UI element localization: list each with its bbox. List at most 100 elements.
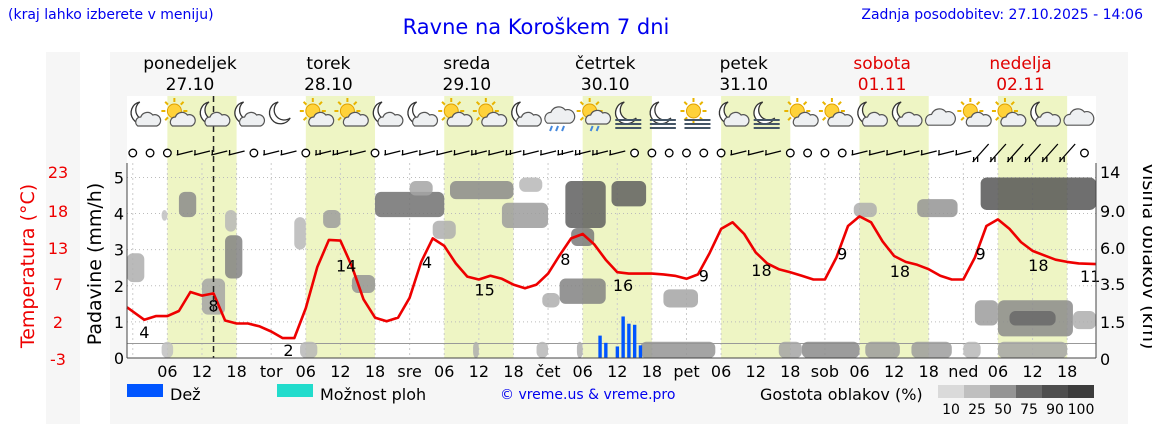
x-axis-tick-label: tor [260, 362, 283, 381]
x-axis-tick-label: 12 [330, 362, 350, 381]
wind-barb [176, 150, 193, 156]
wind-barb [384, 150, 401, 156]
wind-barb [885, 150, 903, 156]
moon-cloud-icon [234, 101, 266, 127]
temperature-axis-tick: 2 [53, 313, 63, 332]
x-axis-tick-label: 12 [1022, 362, 1042, 381]
cloud-icon [924, 108, 956, 126]
x-axis-tick-label: 18 [1057, 362, 1077, 381]
cloud-block [323, 209, 341, 228]
rain-axis-tick: 3 [114, 241, 124, 260]
moon-fog-icon [615, 101, 642, 129]
sun-cloud-icon [161, 98, 196, 127]
x-axis-tick-label: sre [397, 362, 421, 381]
x-axis-tick-label: 12 [746, 362, 766, 381]
wind-barb [228, 150, 245, 156]
x-axis-tick-label: 06 [711, 362, 731, 381]
cloud-block [974, 300, 998, 326]
cloud-icon [1063, 108, 1095, 126]
cloud-block [519, 177, 543, 192]
rain-bar [598, 335, 602, 358]
wind-calm-marker [647, 148, 657, 158]
cloud-block [778, 341, 802, 358]
cloud-height-axis-tick: 1.5 [1100, 313, 1125, 332]
cloud-block [542, 293, 560, 308]
cloud-block [963, 341, 981, 358]
temperature-value-label: 9 [837, 245, 847, 264]
day-name-label: petek [720, 54, 768, 74]
cloud-block [161, 341, 174, 358]
density-tick-label: 25 [968, 402, 986, 418]
wind-calm-marker [145, 148, 155, 158]
wind-barb [418, 150, 436, 156]
cloud-block [127, 253, 145, 283]
wind-barb [920, 150, 937, 156]
wind-barb [937, 150, 955, 156]
cloud-block [801, 341, 860, 358]
density-tick-label: 10 [942, 402, 960, 418]
density-swatch [1016, 385, 1042, 398]
cloud-block [1009, 311, 1056, 326]
wind-calm-marker [820, 148, 830, 158]
cloud-block [409, 181, 433, 196]
cloud-height-axis-title: Višina oblakov (km) [1138, 163, 1152, 350]
credit-label: © vreme.us & vreme.pro [500, 387, 676, 403]
moon-cloud-icon [130, 101, 162, 127]
moon-cloud-icon [857, 101, 888, 127]
wind-calm-marker [699, 148, 709, 158]
x-axis-tick-label: ned [948, 362, 978, 381]
wind-barb [1024, 143, 1042, 163]
cloud-block [450, 181, 514, 200]
wind-calm-marker [630, 148, 640, 158]
temperature-value-label: 4 [139, 323, 149, 342]
moon-cloud-icon [891, 101, 923, 127]
density-tick-label: 50 [994, 402, 1012, 418]
sun-cloud-icon [957, 98, 992, 127]
storm-legend-swatch [277, 384, 313, 397]
cloud-density-label: Gostota oblakov (%) [760, 385, 923, 404]
temperature-value-label: 9 [976, 245, 986, 264]
rain-axis-tick: 4 [114, 205, 124, 224]
density-tick-label: 90 [1046, 402, 1064, 418]
density-tick-label: 75 [1020, 402, 1038, 418]
wind-calm-marker [785, 148, 795, 158]
wind-barb [539, 150, 557, 156]
rain-axis-tick: 0 [114, 349, 124, 368]
temperature-value-label: 16 [613, 276, 633, 295]
wind-barb [349, 150, 366, 156]
wind-calm-marker [664, 148, 674, 158]
cloud-rain-icon [544, 106, 576, 132]
day-name-label: torek [306, 54, 350, 74]
rain-axis-title: Padavine (mm/h) [84, 183, 106, 346]
cloud-block [473, 341, 479, 358]
sun-cloud-rain-icon [576, 98, 612, 132]
menu-hint: (kraj lahko izberete v meniju) [8, 7, 214, 23]
x-axis-tick-label: čet [536, 362, 561, 381]
moon-cloud-icon [407, 101, 439, 127]
wind-calm-marker [128, 148, 138, 158]
day-date-label: 31.10 [719, 75, 768, 95]
x-axis-tick-label: 12 [607, 362, 627, 381]
wind-barb [263, 150, 280, 156]
temperature-axis-tick: 18 [48, 202, 68, 221]
cloud-block [576, 341, 583, 358]
rain-bar [615, 346, 620, 358]
moon-cloud-icon [372, 101, 404, 127]
temperature-value-label: 11 [1080, 267, 1100, 286]
wind-calm-marker [301, 148, 311, 158]
temperature-value-label: 9 [699, 267, 709, 286]
day-name-label: sreda [443, 54, 490, 74]
x-axis-tick-label: 06 [849, 362, 869, 381]
cloud-block [375, 191, 445, 218]
rain-bar [627, 323, 631, 358]
cloud-block [501, 202, 549, 228]
x-axis-tick-label: 12 [469, 362, 489, 381]
wind-barb [591, 150, 609, 156]
rain-legend-label: Dež [170, 385, 201, 404]
temp-axis-panel [46, 52, 80, 424]
moon-icon [268, 101, 291, 125]
cloud-block [432, 220, 456, 239]
x-axis-tick-label: 12 [884, 362, 904, 381]
sun-fog-icon [680, 98, 711, 129]
day-name-label: nedelja [989, 54, 1051, 74]
